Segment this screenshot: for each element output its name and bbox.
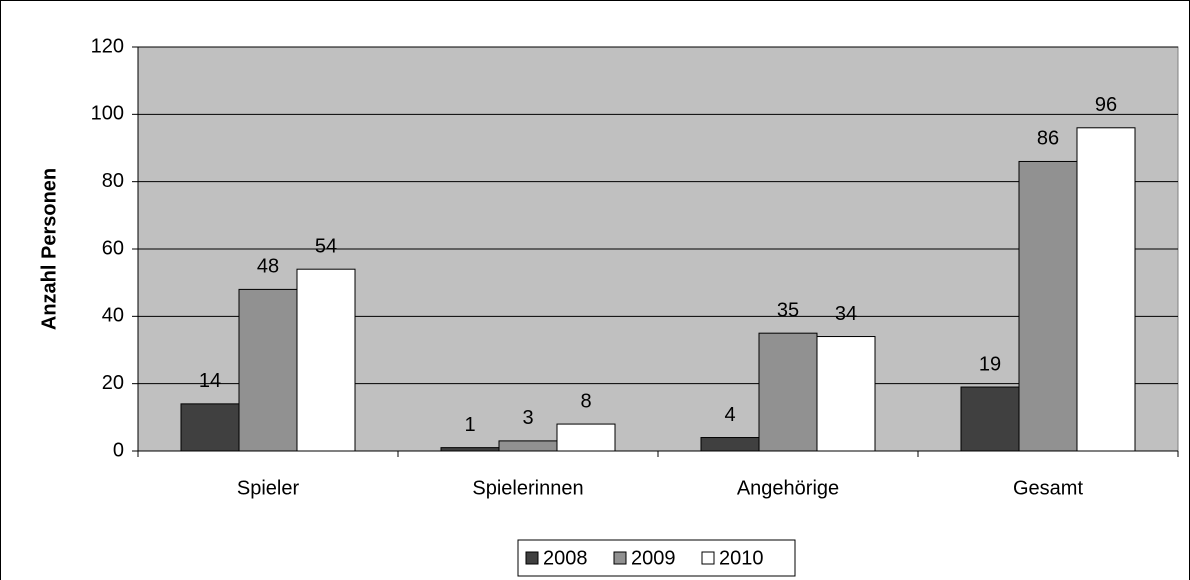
bar [180, 403, 240, 452]
data-label: 14 [199, 370, 221, 392]
bar [296, 268, 356, 452]
y-tick-label: 120 [91, 35, 124, 57]
bar [700, 437, 760, 452]
data-label: 48 [257, 256, 279, 278]
x-tick-label: Angehörige [737, 477, 839, 499]
y-tick-label: 100 [91, 103, 124, 125]
y-tick-label: 60 [102, 237, 124, 259]
data-label: 34 [835, 303, 857, 325]
legend-label: 2009 [631, 547, 676, 569]
legend-label: 2010 [719, 547, 764, 569]
x-tick-label: Spieler [237, 477, 300, 499]
data-label: 54 [315, 235, 337, 257]
legend-box [517, 539, 796, 577]
bar [816, 336, 876, 452]
bar [960, 386, 1020, 452]
legend-swatch [613, 551, 627, 565]
data-label: 4 [724, 404, 735, 426]
bar [556, 423, 616, 452]
data-label: 86 [1037, 128, 1059, 150]
legend-label: 2008 [543, 547, 588, 569]
data-label: 3 [522, 407, 533, 429]
legend-swatch [701, 551, 715, 565]
data-label: 19 [979, 353, 1001, 375]
bar [440, 447, 500, 452]
bar [498, 440, 558, 452]
bar [1076, 127, 1136, 452]
y-tick-label: 80 [102, 170, 124, 192]
data-label: 35 [777, 299, 799, 321]
data-label: 96 [1095, 94, 1117, 116]
x-tick-label: Gesamt [1013, 477, 1083, 499]
bar [238, 288, 298, 452]
data-label: 8 [580, 390, 591, 412]
bar [758, 332, 818, 452]
legend-swatch [525, 551, 539, 565]
y-axis-label: Anzahl Personen [38, 168, 60, 330]
y-tick-label: 0 [113, 439, 124, 461]
y-tick-label: 20 [102, 372, 124, 394]
bar [1018, 160, 1078, 452]
data-label: 1 [464, 414, 475, 436]
y-tick-label: 40 [102, 305, 124, 327]
x-tick-label: Spielerinnen [472, 477, 583, 499]
